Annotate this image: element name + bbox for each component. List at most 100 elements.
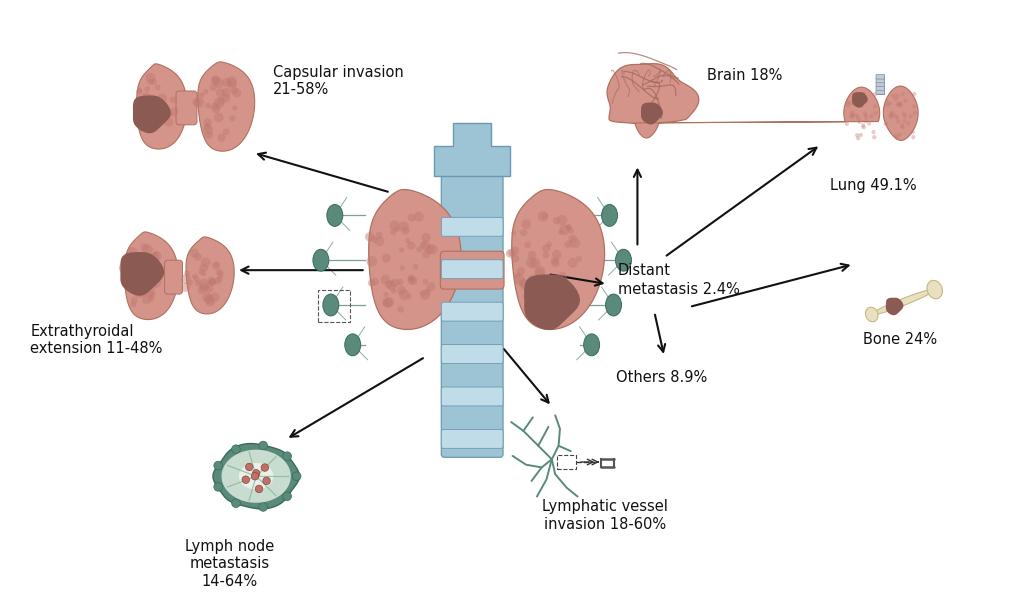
Circle shape	[420, 289, 430, 300]
Text: Bone 24%: Bone 24%	[863, 332, 938, 348]
Circle shape	[181, 274, 190, 284]
Circle shape	[850, 115, 854, 119]
Circle shape	[508, 249, 515, 256]
Circle shape	[157, 118, 162, 123]
Circle shape	[181, 283, 190, 292]
Text: Lymphatic vessel
invasion 18-60%: Lymphatic vessel invasion 18-60%	[542, 499, 668, 531]
Ellipse shape	[327, 204, 343, 226]
Circle shape	[861, 123, 865, 127]
Circle shape	[873, 92, 878, 96]
Circle shape	[144, 86, 151, 92]
Circle shape	[902, 111, 906, 116]
Circle shape	[212, 76, 220, 84]
Circle shape	[852, 113, 856, 117]
Circle shape	[895, 116, 899, 121]
Circle shape	[147, 295, 155, 302]
Circle shape	[131, 297, 137, 304]
Circle shape	[568, 234, 577, 243]
Circle shape	[410, 277, 418, 285]
Circle shape	[217, 271, 224, 277]
Circle shape	[138, 263, 148, 273]
Circle shape	[420, 291, 425, 296]
Circle shape	[417, 247, 422, 252]
Circle shape	[408, 242, 416, 250]
Polygon shape	[434, 123, 510, 176]
Circle shape	[203, 124, 213, 134]
Circle shape	[142, 244, 153, 255]
Polygon shape	[221, 450, 291, 503]
Circle shape	[520, 280, 530, 290]
Circle shape	[223, 129, 229, 135]
Circle shape	[136, 110, 145, 119]
Circle shape	[539, 278, 546, 286]
Circle shape	[214, 97, 224, 108]
Text: Lung 49.1%: Lung 49.1%	[830, 177, 916, 193]
Circle shape	[895, 136, 899, 140]
Circle shape	[389, 220, 399, 230]
Circle shape	[427, 282, 435, 291]
Circle shape	[371, 278, 379, 286]
Circle shape	[855, 114, 859, 118]
Circle shape	[193, 274, 198, 279]
Circle shape	[856, 116, 860, 121]
FancyBboxPatch shape	[441, 217, 503, 236]
Circle shape	[194, 275, 200, 282]
Circle shape	[900, 123, 904, 127]
Circle shape	[143, 124, 148, 129]
Ellipse shape	[865, 307, 878, 322]
Circle shape	[147, 94, 155, 102]
Circle shape	[553, 217, 560, 225]
Circle shape	[226, 76, 237, 87]
Text: Distant
metastasis 2.4%: Distant metastasis 2.4%	[617, 263, 739, 297]
Circle shape	[421, 242, 426, 247]
Circle shape	[194, 253, 202, 261]
Circle shape	[846, 103, 850, 107]
Circle shape	[520, 229, 527, 236]
Circle shape	[397, 286, 406, 294]
Circle shape	[421, 233, 431, 242]
Circle shape	[153, 111, 159, 116]
Circle shape	[551, 257, 559, 265]
Circle shape	[232, 88, 242, 97]
Circle shape	[854, 97, 859, 101]
Circle shape	[889, 111, 894, 114]
Circle shape	[263, 477, 270, 485]
Circle shape	[148, 252, 159, 263]
Circle shape	[283, 452, 292, 460]
Circle shape	[535, 266, 546, 277]
Circle shape	[561, 282, 572, 293]
Circle shape	[255, 485, 263, 493]
Circle shape	[506, 249, 515, 258]
Circle shape	[862, 92, 866, 96]
Circle shape	[912, 104, 916, 108]
Ellipse shape	[605, 294, 622, 316]
Circle shape	[246, 463, 253, 471]
Circle shape	[210, 293, 220, 302]
FancyBboxPatch shape	[441, 176, 503, 457]
Circle shape	[906, 121, 910, 125]
Circle shape	[134, 118, 143, 127]
Circle shape	[206, 285, 214, 293]
Circle shape	[142, 92, 151, 100]
Circle shape	[552, 250, 562, 259]
Circle shape	[229, 115, 236, 121]
Circle shape	[201, 258, 211, 267]
FancyBboxPatch shape	[176, 91, 197, 125]
Circle shape	[146, 108, 152, 113]
Circle shape	[867, 121, 871, 125]
Circle shape	[857, 102, 861, 106]
Circle shape	[406, 238, 411, 243]
Circle shape	[140, 290, 147, 297]
Circle shape	[894, 97, 898, 101]
Ellipse shape	[615, 249, 632, 271]
Circle shape	[863, 111, 867, 116]
Circle shape	[127, 247, 137, 258]
Circle shape	[908, 114, 912, 118]
Circle shape	[205, 294, 214, 304]
Circle shape	[365, 232, 375, 242]
Circle shape	[560, 282, 567, 289]
Circle shape	[141, 94, 148, 102]
Circle shape	[198, 286, 206, 294]
Circle shape	[558, 230, 563, 235]
Circle shape	[209, 278, 216, 286]
